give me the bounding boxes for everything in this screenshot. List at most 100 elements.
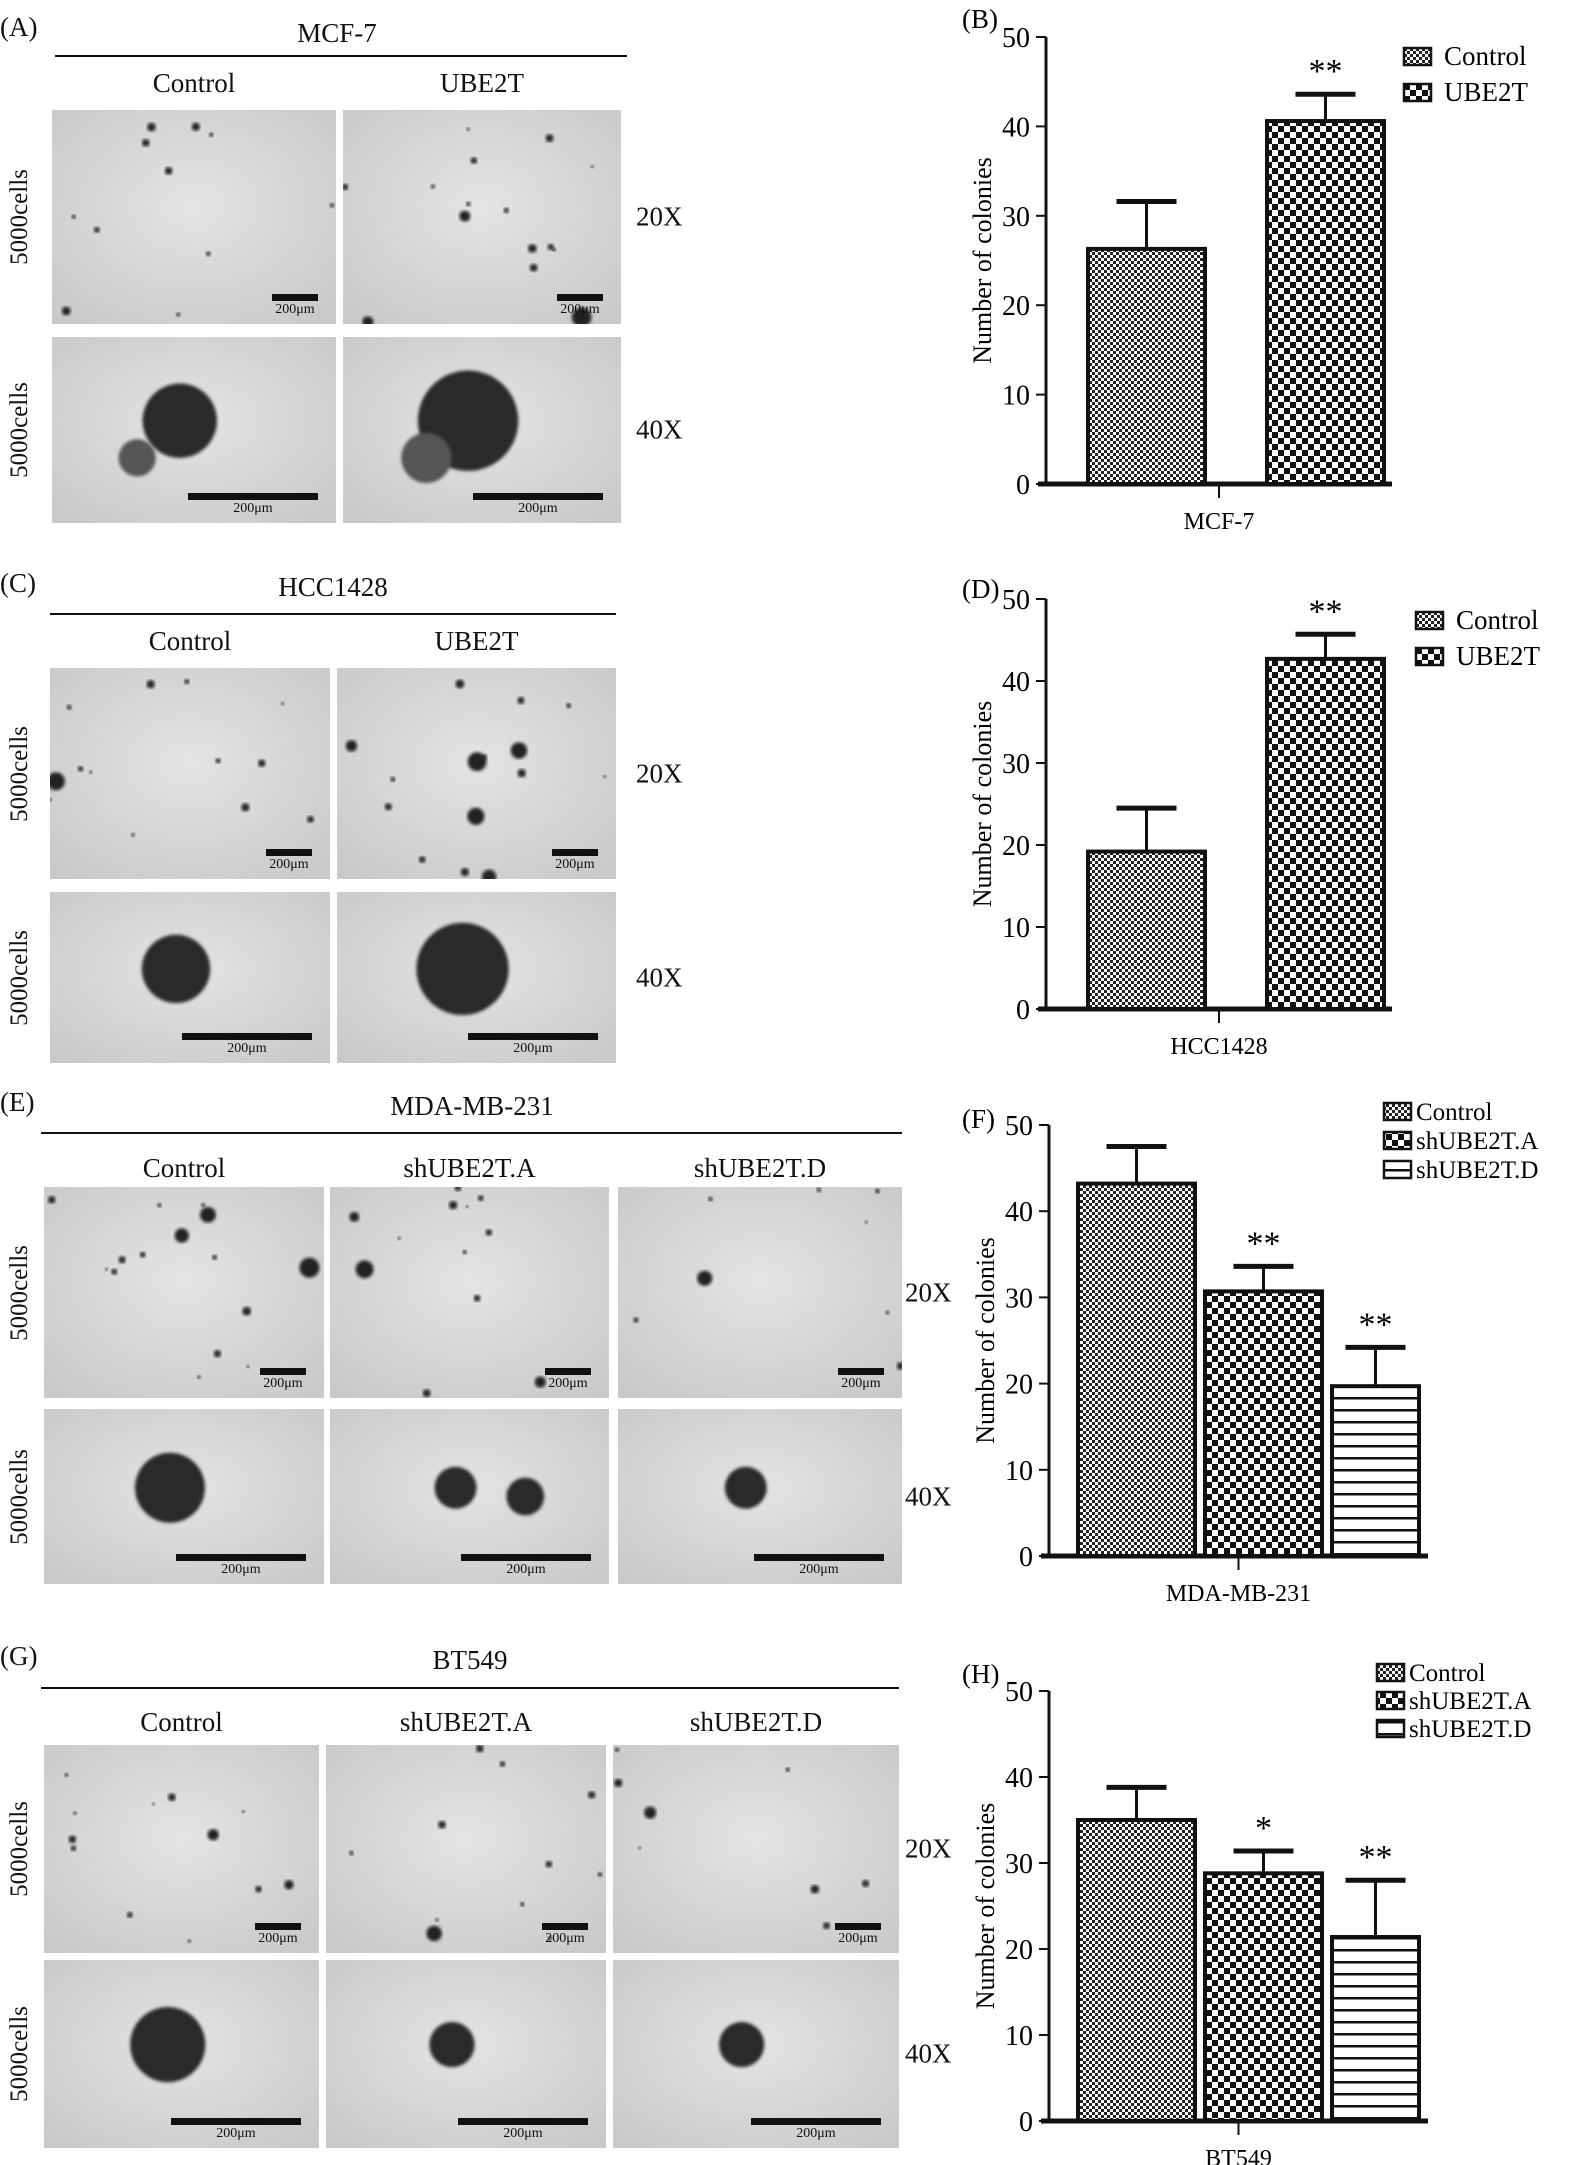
y-tick-label: 10 [1002,381,1030,412]
scale-bar [473,493,603,500]
micrograph: 200μm [613,1960,899,2148]
bar [1203,1871,1324,2123]
y-tick-label: 20 [1005,1935,1033,1966]
magnification-label: 20X [636,201,683,232]
y-tick-label: 0 [1016,995,1030,1026]
scale-bar-label: 200μm [506,1562,546,1577]
scale-bar [255,1923,301,1930]
y-tick-label: 40 [1005,1763,1033,1794]
legend-swatch [1375,1690,1406,1711]
chart-panel-label: (D) [962,574,999,604]
colony-image [44,1960,319,2148]
x-tick-label: MCF-7 [1184,509,1255,535]
y-tick-label: 0 [1019,1542,1033,1573]
scale-bar-label: 200μm [518,501,558,516]
y-tick-label: 40 [1002,667,1030,698]
scale-bar-label: 200μm [799,1562,839,1577]
scale-bar-label: 200μm [216,2126,256,2141]
bar [1076,1181,1197,1558]
y-tick-label: 30 [1005,1283,1033,1314]
legend-swatch [1414,646,1445,667]
colony-image [52,337,336,523]
scale-bar-label: 200μm [513,1041,553,1056]
header-divider [55,55,627,57]
scale-bar [182,1033,312,1040]
significance-marker: * [1255,1810,1272,1847]
colony-image [326,1745,606,1953]
legend-label: shUBE2T.D [1416,1157,1538,1184]
micrograph: 200μm [613,1745,899,1953]
significance-marker: ** [1309,593,1343,630]
micrograph: 200μm [343,110,621,324]
legend-swatch [1375,1718,1406,1739]
legend-label: Control [1416,1099,1492,1126]
cell-line-title: MCF-7 [297,18,377,48]
legend-swatch [1414,610,1445,631]
y-tick-label: 20 [1005,1370,1033,1401]
panel-label: (E) [0,1087,35,1117]
group-header: shUBE2T.A [399,1707,533,1737]
scale-bar-label: 200μm [841,1376,881,1391]
colony-image [44,1745,319,1953]
panel-label: (C) [0,568,36,598]
scale-bar-label: 200μm [221,1562,261,1577]
chart: (D) HCC1428 0 10 20 30 40 50 Number of colonies C… [962,574,1541,1060]
y-axis-label: Number of colonies [971,1803,1000,2010]
magnification-label: 40X [905,1481,952,1511]
scale-bar [835,1923,881,1930]
magnification-label: 20X [905,1833,952,1864]
significance-marker: ** [1359,1839,1393,1876]
x-tick-label: HCC1428 [1170,1034,1267,1060]
y-tick-label: 50 [1002,23,1030,54]
scale-bar-label: 200μm [503,2126,543,2141]
chart-panel-label: (H) [962,1659,999,1689]
micrograph: 200μm [44,1187,324,1398]
micrograph: 200μm [618,1187,902,1398]
scale-bar-label: 200μm [548,1376,588,1391]
scale-bar [176,1554,306,1561]
group-header: shUBE2T.D [693,1153,827,1183]
colony-image [52,110,336,324]
scale-bar-label: 200μm [258,1931,298,1946]
scale-bar [188,493,318,500]
y-tick-label: 50 [1005,1677,1033,1708]
colony-image [618,1187,902,1398]
y-tick-label: 50 [1002,585,1030,616]
scale-bar [545,1368,591,1375]
cell-line-title: MDA-MB-231 [390,1091,554,1121]
scale-bar-label: 200μm [555,857,595,872]
scale-bar-label: 200μm [838,1931,878,1946]
group-header: UBE2T [434,626,519,656]
scale-bar [171,2118,301,2125]
y-tick-label: 10 [1002,913,1030,944]
magnification-label: 20X [905,1277,952,1307]
legend-label: shUBE2T.A [1409,1688,1531,1715]
scale-bar [458,2118,588,2125]
group-header: shUBE2T.D [689,1707,823,1737]
colony-image [330,1187,609,1398]
micrograph: 200μm [343,337,621,523]
micrograph: 200μm [326,1745,606,1953]
significance-marker: ** [1359,1306,1393,1343]
legend-label: Control [1409,1660,1485,1687]
y-tick-label: 20 [1002,831,1030,862]
scale-bar [754,1554,884,1561]
scale-bar [552,849,598,856]
micrograph: 200μm [330,1187,609,1398]
scale-bar [266,849,312,856]
legend-label: UBE2T [1444,77,1529,107]
x-tick-label: BT549 [1205,2146,1272,2165]
legend-label: Control [1444,41,1527,71]
group-header: Control [148,626,232,656]
legend-swatch [1402,82,1433,103]
group-header: Control [152,68,236,98]
bar [1076,1818,1197,2123]
significance-marker: ** [1309,53,1343,90]
header-divider [50,613,616,615]
micrograph: 200μm [44,1960,319,2148]
micrograph: 200μm [44,1745,319,1953]
legend-swatch [1375,1662,1406,1683]
magnification-label: 40X [636,962,683,992]
panel-label: (A) [0,12,38,42]
